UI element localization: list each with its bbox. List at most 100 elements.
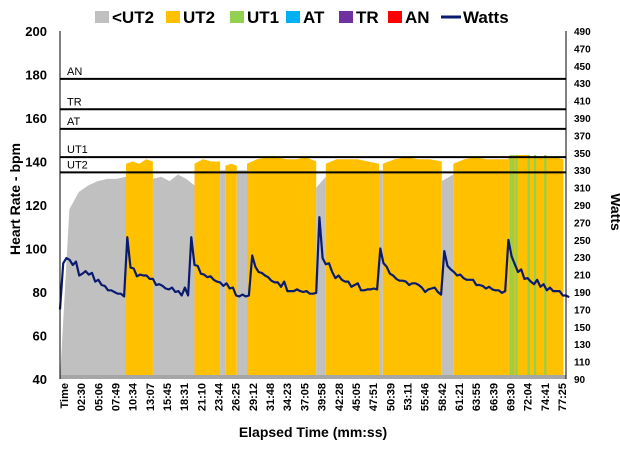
ut1-spike-1 — [512, 155, 515, 379]
x-tick-label: 29:12 — [248, 383, 260, 411]
y2-tick-label: 330 — [574, 166, 591, 177]
hr-segment-3 — [194, 159, 221, 379]
x-tick-label: 37:05 — [299, 383, 311, 411]
ut1-spike-3 — [527, 155, 530, 379]
legend-swatch — [166, 11, 180, 23]
legend-swatch — [95, 11, 109, 23]
x-tick-label: 15:45 — [162, 383, 174, 411]
x-tick-label: 53:11 — [402, 383, 414, 411]
x-tick-label: 34:23 — [282, 383, 294, 411]
x-tick-label: 63:55 — [471, 383, 483, 411]
x-tick-label: 45:05 — [351, 383, 363, 411]
x-tick-label: 31:48 — [265, 383, 277, 411]
legend: <UT2 UT2 UT1 AT TR AN Watts — [95, 8, 509, 27]
y2-tick-label: 190 — [574, 288, 591, 299]
ut1-spike-5 — [544, 155, 547, 379]
y-tick-label: 180 — [25, 68, 47, 83]
y2-tick-label: 290 — [574, 201, 591, 212]
legend-swatch — [230, 11, 244, 23]
y2-tick-label: 230 — [574, 253, 591, 264]
watts-line — [58, 216, 570, 310]
y-tick-label: 120 — [25, 198, 47, 213]
legend-label: AN — [405, 8, 430, 27]
y2-tick-label: 370 — [574, 131, 591, 142]
y-tick-label: 140 — [25, 155, 47, 170]
x-axis-title: Elapsed Time (mm:ss) — [239, 424, 387, 440]
legend-label: AT — [303, 8, 325, 27]
zone-label-ut1: UT1 — [67, 144, 88, 156]
y-tick-label: 80 — [33, 285, 47, 300]
zone-label-at: AT — [67, 116, 81, 128]
y2-tick-label: 270 — [574, 218, 591, 229]
x-tick-label: 47:51 — [368, 383, 380, 411]
x-tick-label: 69:30 — [506, 383, 518, 411]
y2-tick-label: 250 — [574, 236, 591, 247]
x-tick-label: 58:42 — [437, 383, 449, 411]
x-tick-label: 18:31 — [179, 383, 191, 411]
hr-segment-1 — [126, 159, 153, 379]
y-tick-label: 100 — [25, 242, 47, 257]
hr-segment-12 — [441, 174, 454, 379]
x-tick-label: 61:21 — [454, 383, 466, 411]
y2-tick-label: 470 — [574, 44, 591, 55]
hr-segment-11 — [382, 157, 442, 379]
x-tick-label: 77:25 — [557, 383, 569, 411]
baseline-strip — [60, 375, 566, 379]
y2-tick-label: 490 — [574, 27, 591, 38]
x-tick-label: 39:58 — [317, 383, 329, 411]
hr-segment-10 — [379, 170, 383, 379]
ut1-spike-4 — [534, 155, 537, 379]
y-axis-title: Heart Rate - bpm — [7, 143, 23, 255]
plot-area: UT2 UT1 AT TR AN — [58, 31, 570, 379]
hr-segment-13 — [453, 157, 509, 379]
y-axis-left: 40 60 80 100 120 140 160 180 200 — [25, 24, 47, 387]
legend-label: UT1 — [247, 8, 279, 27]
x-axis: Time 02:30 05:06 07:49 10:34 13:07 15:45 18:31 2… — [59, 382, 569, 411]
y2-tick-label: 150 — [574, 323, 591, 334]
legend-label: Watts — [463, 8, 509, 27]
x-tick-label: 21:10 — [196, 383, 208, 411]
hr-segment-9 — [325, 159, 379, 379]
x-tick-label: 02:30 — [76, 383, 88, 411]
y2-tick-label: 130 — [574, 340, 591, 351]
ut1-spike-0 — [509, 155, 512, 379]
y2-tick-label: 410 — [574, 97, 591, 108]
legend-swatch — [339, 11, 353, 23]
x-tick-label: 23:44 — [214, 382, 226, 411]
x-tick-label: 55:46 — [420, 383, 432, 411]
y2-tick-label: 390 — [574, 114, 591, 125]
legend-swatch — [286, 11, 300, 23]
hr-segment-6 — [236, 170, 247, 379]
x-tick-label: 50:39 — [385, 383, 397, 411]
y-tick-label: 200 — [25, 24, 47, 39]
y2-tick-label: 310 — [574, 184, 591, 195]
x-tick-label: 42:28 — [334, 383, 346, 411]
zone-label-an: AN — [67, 66, 82, 78]
legend-label: UT2 — [183, 8, 215, 27]
x-tick-label: 74:41 — [540, 383, 552, 411]
hr-segment-5 — [225, 163, 237, 379]
y-tick-label: 40 — [33, 372, 47, 387]
legend-label: TR — [356, 8, 379, 27]
y2-axis-title: Watts — [608, 193, 620, 231]
y2-tick-label: 110 — [574, 358, 591, 369]
x-tick-label: 72:04 — [523, 382, 535, 411]
hr-segment-4 — [220, 170, 226, 379]
y2-tick-label: 450 — [574, 62, 591, 73]
legend-swatch — [388, 11, 402, 23]
y2-tick-label: 90 — [574, 375, 586, 386]
y2-tick-label: 170 — [574, 305, 591, 316]
legend-label: <UT2 — [112, 8, 154, 27]
y-tick-label: 160 — [25, 111, 47, 126]
y2-tick-label: 430 — [574, 79, 591, 90]
x-tick-label: Time — [59, 383, 71, 408]
x-tick-label: 26:25 — [231, 383, 243, 411]
x-tick-label: 10:34 — [128, 382, 140, 411]
x-tick-label: 05:06 — [93, 383, 105, 411]
x-tick-label: 13:07 — [145, 383, 157, 411]
hr-segment-2 — [152, 174, 195, 379]
zone-label-tr: TR — [67, 96, 82, 108]
y2-tick-label: 350 — [574, 149, 591, 160]
y-tick-label: 60 — [33, 329, 47, 344]
